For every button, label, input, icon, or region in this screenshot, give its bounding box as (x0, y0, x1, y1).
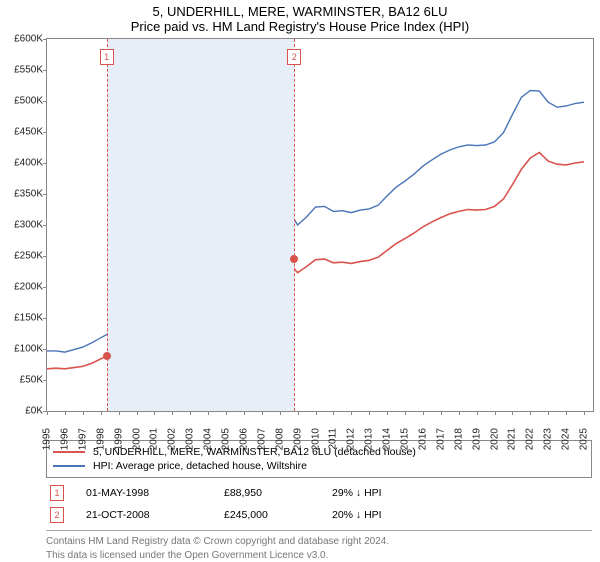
x-tick-label: 2000 (131, 428, 142, 450)
x-tick-label: 2018 (453, 428, 464, 450)
sale-point (290, 255, 298, 263)
y-tick-label: £550K (1, 65, 43, 76)
footer-line: Contains HM Land Registry data © Crown c… (46, 535, 592, 549)
x-tick-label: 2011 (328, 428, 339, 450)
event-price: £88,950 (220, 482, 328, 504)
y-tick-label: £400K (1, 158, 43, 169)
legend-row: HPI: Average price, detached house, Wilt… (53, 459, 585, 473)
chart-title-1: 5, UNDERHILL, MERE, WARMINSTER, BA12 6LU (0, 0, 600, 19)
legend-swatch (53, 451, 85, 453)
event-delta: 20% ↓ HPI (328, 504, 592, 526)
event-row: 1 01-MAY-1998 £88,950 29% ↓ HPI (46, 482, 592, 504)
x-tick-label: 2025 (579, 428, 590, 450)
x-tick-label: 2008 (274, 428, 285, 450)
x-tick-label: 2017 (435, 428, 446, 450)
legend-label: HPI: Average price, detached house, Wilt… (93, 460, 307, 472)
x-tick-label: 2007 (256, 428, 267, 450)
x-tick-label: 1996 (59, 428, 70, 450)
y-tick-label: £50K (1, 375, 43, 386)
ownership-band (107, 39, 295, 411)
y-tick-label: £350K (1, 189, 43, 200)
event-marker: 1 (50, 485, 64, 501)
x-tick-label: 2016 (417, 428, 428, 450)
event-delta: 29% ↓ HPI (328, 482, 592, 504)
event-marker-box: 1 (100, 49, 114, 65)
x-tick-label: 2024 (561, 428, 572, 450)
price-chart: £0K£50K£100K£150K£200K£250K£300K£350K£40… (46, 38, 594, 412)
x-tick-label: 1999 (113, 428, 124, 450)
y-tick-label: £0K (1, 406, 43, 417)
x-tick-label: 2010 (310, 428, 321, 450)
x-tick-label: 1998 (95, 428, 106, 450)
x-tick-label: 2022 (525, 428, 536, 450)
sale-point (103, 352, 111, 360)
chart-title-2: Price paid vs. HM Land Registry's House … (0, 19, 600, 38)
x-tick-label: 2006 (238, 428, 249, 450)
x-tick-label: 1995 (42, 428, 53, 450)
x-tick-label: 2005 (221, 428, 232, 450)
y-tick-label: £500K (1, 96, 43, 107)
events-table: 1 01-MAY-1998 £88,950 29% ↓ HPI 2 21-OCT… (46, 482, 592, 526)
y-tick-label: £150K (1, 313, 43, 324)
x-tick-label: 2012 (346, 428, 357, 450)
x-tick-label: 2019 (471, 428, 482, 450)
event-date: 01-MAY-1998 (82, 482, 220, 504)
x-tick-label: 2015 (400, 428, 411, 450)
event-marker: 2 (50, 507, 64, 523)
y-tick-label: £250K (1, 251, 43, 262)
event-vline (294, 39, 295, 411)
x-tick-label: 2004 (203, 428, 214, 450)
y-tick-label: £300K (1, 220, 43, 231)
x-tick-label: 2023 (543, 428, 554, 450)
event-date: 21-OCT-2008 (82, 504, 220, 526)
legend-swatch (53, 465, 85, 467)
x-tick-label: 2021 (507, 428, 518, 450)
x-tick-label: 2014 (382, 428, 393, 450)
x-tick-label: 2013 (364, 428, 375, 450)
y-tick-label: £200K (1, 282, 43, 293)
x-tick-label: 2001 (149, 428, 160, 450)
x-tick-label: 1997 (77, 428, 88, 450)
x-tick-label: 2020 (489, 428, 500, 450)
event-row: 2 21-OCT-2008 £245,000 20% ↓ HPI (46, 504, 592, 526)
y-tick-label: £450K (1, 127, 43, 138)
x-tick-label: 2002 (167, 428, 178, 450)
y-tick-label: £100K (1, 344, 43, 355)
event-price: £245,000 (220, 504, 328, 526)
x-tick-label: 2003 (185, 428, 196, 450)
y-tick-label: £600K (1, 34, 43, 45)
x-tick-label: 2009 (292, 428, 303, 450)
event-marker-box: 2 (287, 49, 301, 65)
footer: Contains HM Land Registry data © Crown c… (46, 530, 592, 562)
